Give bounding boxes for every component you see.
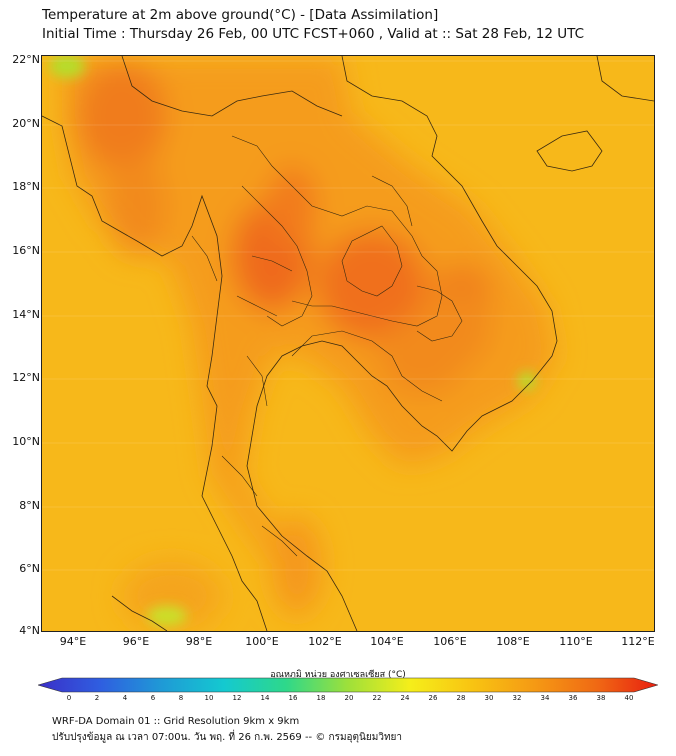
colorbar-tick: 32	[512, 694, 522, 702]
colorbar-title: อุณหภูมิ หน่วย องศาเซลเซียส (°C)	[270, 670, 406, 680]
colorbar-tick: 40	[624, 694, 634, 702]
colorbar-tick: 20	[344, 694, 354, 702]
footer-model-info: WRF-DA Domain 01 :: Grid Resolution 9km …	[52, 716, 300, 727]
colorbar-tick: 28	[456, 694, 466, 702]
colorbar-tick: 6	[150, 694, 156, 702]
colorbar	[38, 677, 658, 693]
colorbar-tick: 2	[94, 694, 100, 702]
colorbar-tick: 4	[122, 694, 128, 702]
lon-label: 102°E	[308, 635, 342, 648]
colorbar-tick: 34	[540, 694, 550, 702]
map-title: Temperature at 2m above ground(°C) - [Da…	[42, 7, 439, 23]
lon-label: 98°E	[185, 635, 213, 648]
colorbar-tick: 18	[316, 694, 326, 702]
lat-label: 14°N	[12, 308, 40, 321]
lat-label: 10°N	[12, 435, 40, 448]
province-borders	[191, 135, 463, 557]
lon-label: 94°E	[59, 635, 87, 648]
lon-label: 112°E	[621, 635, 655, 648]
colorbar-tick: 38	[596, 694, 606, 702]
temperature-field	[62, 56, 557, 631]
lat-label: 6°N	[19, 562, 40, 575]
colorbar-tick: 8	[178, 694, 184, 702]
colorbar-tick: 12	[232, 694, 242, 702]
temperature-map	[41, 55, 655, 632]
lat-label: 18°N	[12, 180, 40, 193]
lon-label: 108°E	[496, 635, 530, 648]
lon-label: 110°E	[559, 635, 593, 648]
lat-label: 22°N	[12, 53, 40, 66]
colorbar-tick: 16	[288, 694, 298, 702]
colorbar-tick: 22	[372, 694, 382, 702]
lat-label: 20°N	[12, 117, 40, 130]
lat-label: 12°N	[12, 371, 40, 384]
colorbar-tick: 24	[400, 694, 410, 702]
lon-label: 100°E	[245, 635, 279, 648]
lat-label: 16°N	[12, 244, 40, 257]
lon-label: 96°E	[122, 635, 150, 648]
coastlines	[42, 56, 654, 631]
colorbar-tick: 10	[204, 694, 214, 702]
graticule	[42, 60, 654, 571]
map-subtitle: Initial Time : Thursday 26 Feb, 00 UTC F…	[42, 26, 584, 42]
cool-patches	[49, 56, 536, 626]
colorbar-tick: 30	[484, 694, 494, 702]
footer-update-info: ปรับปรุงข้อมูล ณ เวลา 07:00น. วัน พฤ. ที…	[52, 732, 403, 743]
colorbar-tick: 36	[568, 694, 578, 702]
colorbar-tick: 14	[260, 694, 270, 702]
colorbar-tick: 26	[428, 694, 438, 702]
lon-label: 106°E	[433, 635, 467, 648]
lat-label: 4°N	[19, 624, 40, 637]
lon-label: 104°E	[370, 635, 404, 648]
colorbar-tick: 0	[66, 694, 72, 702]
lat-label: 8°N	[19, 499, 40, 512]
